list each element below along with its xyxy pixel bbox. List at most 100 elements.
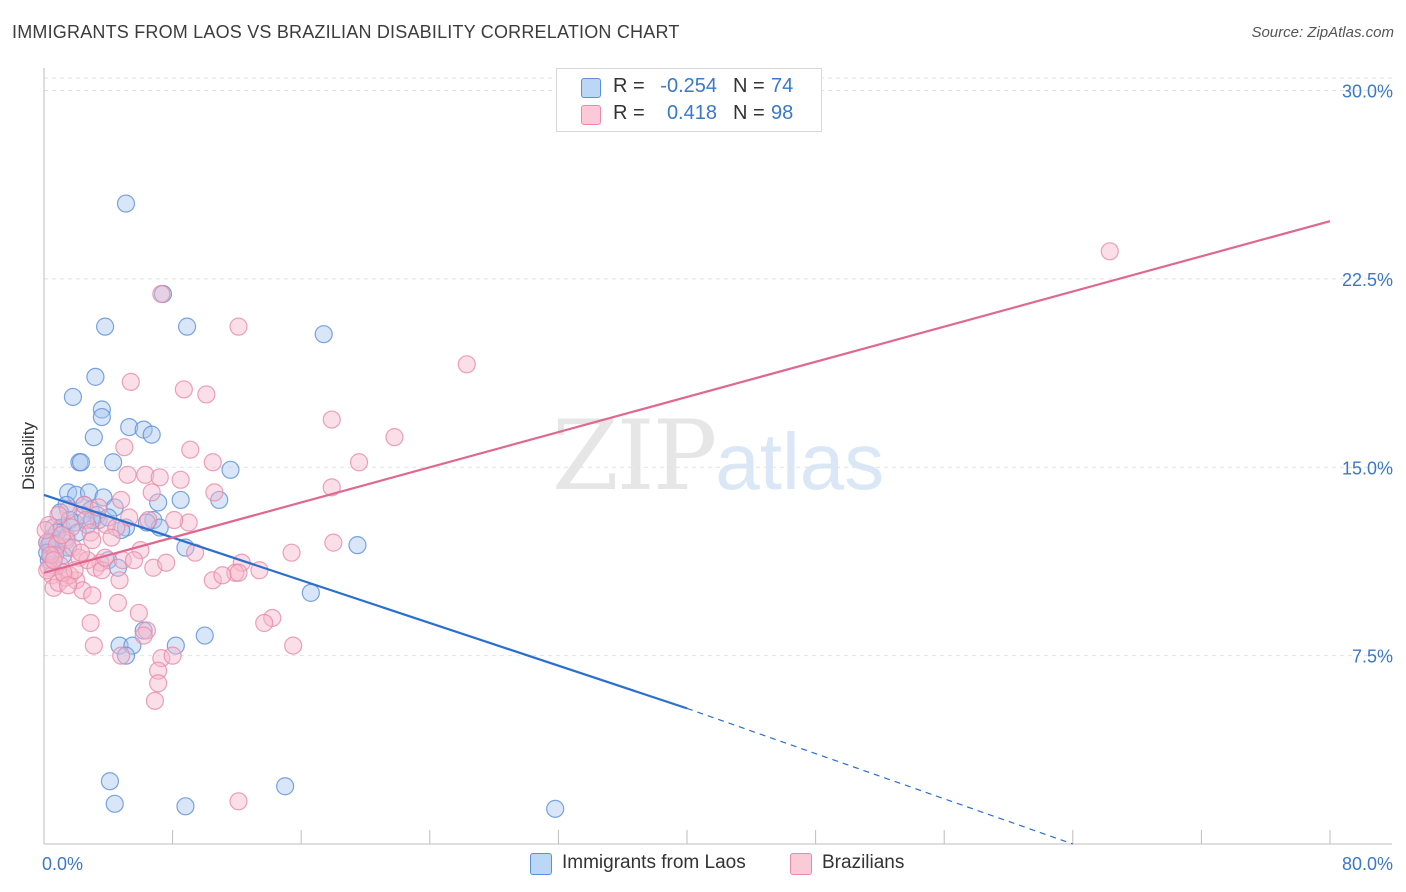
points-layer bbox=[36, 194, 1119, 818]
point-brazilians bbox=[102, 528, 121, 547]
point-brazilians bbox=[41, 546, 60, 565]
trend-line-laos bbox=[43, 493, 688, 710]
point-brazilians bbox=[457, 355, 476, 374]
point-brazilians bbox=[124, 551, 144, 570]
point-brazilians bbox=[136, 465, 155, 484]
point-brazilians bbox=[59, 576, 78, 595]
point-laos bbox=[177, 317, 197, 336]
point-brazilians bbox=[203, 453, 222, 472]
point-laos bbox=[149, 493, 168, 512]
chart-title: IMMIGRANTS FROM LAOS VS BRAZILIAN DISABI… bbox=[12, 22, 680, 42]
point-brazilians bbox=[149, 661, 168, 680]
point-brazilians bbox=[137, 621, 156, 640]
point-laos bbox=[348, 536, 367, 555]
legend-n-value: 98 bbox=[771, 102, 794, 124]
point-laos bbox=[276, 777, 295, 796]
point-brazilians bbox=[349, 453, 369, 472]
source-label: Source: ZipAtlas.com bbox=[1251, 24, 1394, 41]
bottom-legend-swatch-brazilians bbox=[790, 853, 812, 875]
point-brazilians bbox=[171, 470, 190, 489]
point-brazilians bbox=[57, 531, 76, 550]
point-laos bbox=[116, 194, 136, 213]
point-brazilians bbox=[157, 553, 176, 572]
bottom-legend-label-brazilians: Brazilians bbox=[822, 852, 905, 873]
point-brazilians bbox=[150, 468, 169, 487]
point-laos bbox=[176, 797, 195, 816]
point-laos bbox=[100, 772, 120, 791]
point-brazilians bbox=[81, 523, 100, 542]
legend-n-label: N = bbox=[733, 75, 765, 97]
point-laos bbox=[63, 387, 83, 407]
point-brazilians bbox=[213, 566, 232, 585]
point-brazilians bbox=[203, 571, 222, 590]
point-laos bbox=[546, 799, 565, 818]
legend-swatch-brazilians bbox=[581, 105, 601, 125]
point-brazilians bbox=[229, 563, 248, 582]
point-laos bbox=[314, 325, 333, 344]
point-brazilians bbox=[163, 646, 182, 665]
point-brazilians bbox=[115, 438, 134, 457]
point-brazilians bbox=[174, 380, 193, 399]
point-brazilians bbox=[110, 571, 129, 590]
point-brazilians bbox=[44, 551, 63, 570]
point-brazilians bbox=[84, 636, 103, 655]
y-tick-label: 7.5% bbox=[1352, 647, 1393, 667]
point-laos bbox=[105, 794, 124, 813]
point-brazilians bbox=[324, 533, 343, 552]
legend-swatch-laos bbox=[581, 78, 601, 98]
point-laos bbox=[301, 583, 320, 602]
point-laos bbox=[84, 428, 103, 447]
point-brazilians bbox=[197, 385, 216, 404]
point-brazilians bbox=[81, 613, 100, 633]
point-laos bbox=[92, 400, 111, 419]
point-brazilians bbox=[139, 510, 158, 530]
point-laos bbox=[166, 636, 185, 655]
legend-row-brazilians: R = 0.418 N = 98 bbox=[557, 100, 821, 128]
point-brazilians bbox=[282, 543, 301, 562]
point-brazilians bbox=[284, 636, 303, 655]
point-brazilians bbox=[112, 646, 131, 665]
point-brazilians bbox=[83, 531, 102, 550]
point-brazilians bbox=[165, 510, 184, 530]
trend-line-laos-extension bbox=[686, 707, 1073, 845]
trend-line-brazilians bbox=[43, 220, 1331, 574]
legend-n-value: 74 bbox=[771, 75, 794, 97]
point-laos bbox=[116, 646, 136, 665]
point-laos bbox=[105, 498, 124, 517]
point-brazilians bbox=[1100, 242, 1119, 261]
x-tick-label-min: 0.0% bbox=[42, 854, 83, 874]
point-laos bbox=[71, 453, 91, 472]
bottom-legend-label-laos: Immigrants from Laos bbox=[562, 852, 746, 873]
point-laos bbox=[104, 453, 123, 472]
point-brazilians bbox=[322, 478, 341, 497]
legend-row-laos: R = -0.254 N = 74 bbox=[557, 73, 821, 101]
label-layer: 7.5% 15.0% 22.5% 30.0% 0.0% 80.0% Disability bbox=[19, 82, 1393, 874]
correlation-legend: R = -0.254 N = 74 R = 0.418 N = 98 bbox=[556, 68, 822, 132]
point-brazilians bbox=[59, 500, 78, 520]
point-laos bbox=[171, 490, 190, 510]
point-laos bbox=[142, 425, 161, 444]
point-laos bbox=[195, 626, 214, 645]
point-brazilians bbox=[52, 525, 71, 545]
point-brazilians bbox=[36, 520, 55, 540]
point-brazilians bbox=[255, 613, 274, 633]
legend-r-value: 0.418 bbox=[666, 102, 717, 124]
point-brazilians bbox=[83, 586, 102, 605]
point-brazilians bbox=[142, 483, 161, 502]
axis-layer bbox=[43, 68, 1392, 845]
point-laos bbox=[120, 417, 139, 437]
point-laos bbox=[95, 317, 115, 336]
point-brazilians bbox=[149, 674, 168, 693]
point-laos bbox=[92, 407, 111, 427]
point-brazilians bbox=[229, 317, 248, 336]
point-brazilians bbox=[73, 581, 92, 600]
y-tick-label: 22.5% bbox=[1342, 270, 1393, 290]
point-brazilians bbox=[229, 792, 248, 811]
legend-r-label: R = bbox=[613, 75, 645, 97]
x-tick-label-max: 80.0% bbox=[1342, 854, 1393, 874]
trend-layer bbox=[43, 220, 1331, 845]
point-brazilians bbox=[385, 428, 404, 447]
watermark: ZIPatlas bbox=[552, 400, 884, 512]
point-laos bbox=[86, 367, 105, 386]
point-brazilians bbox=[118, 465, 137, 484]
